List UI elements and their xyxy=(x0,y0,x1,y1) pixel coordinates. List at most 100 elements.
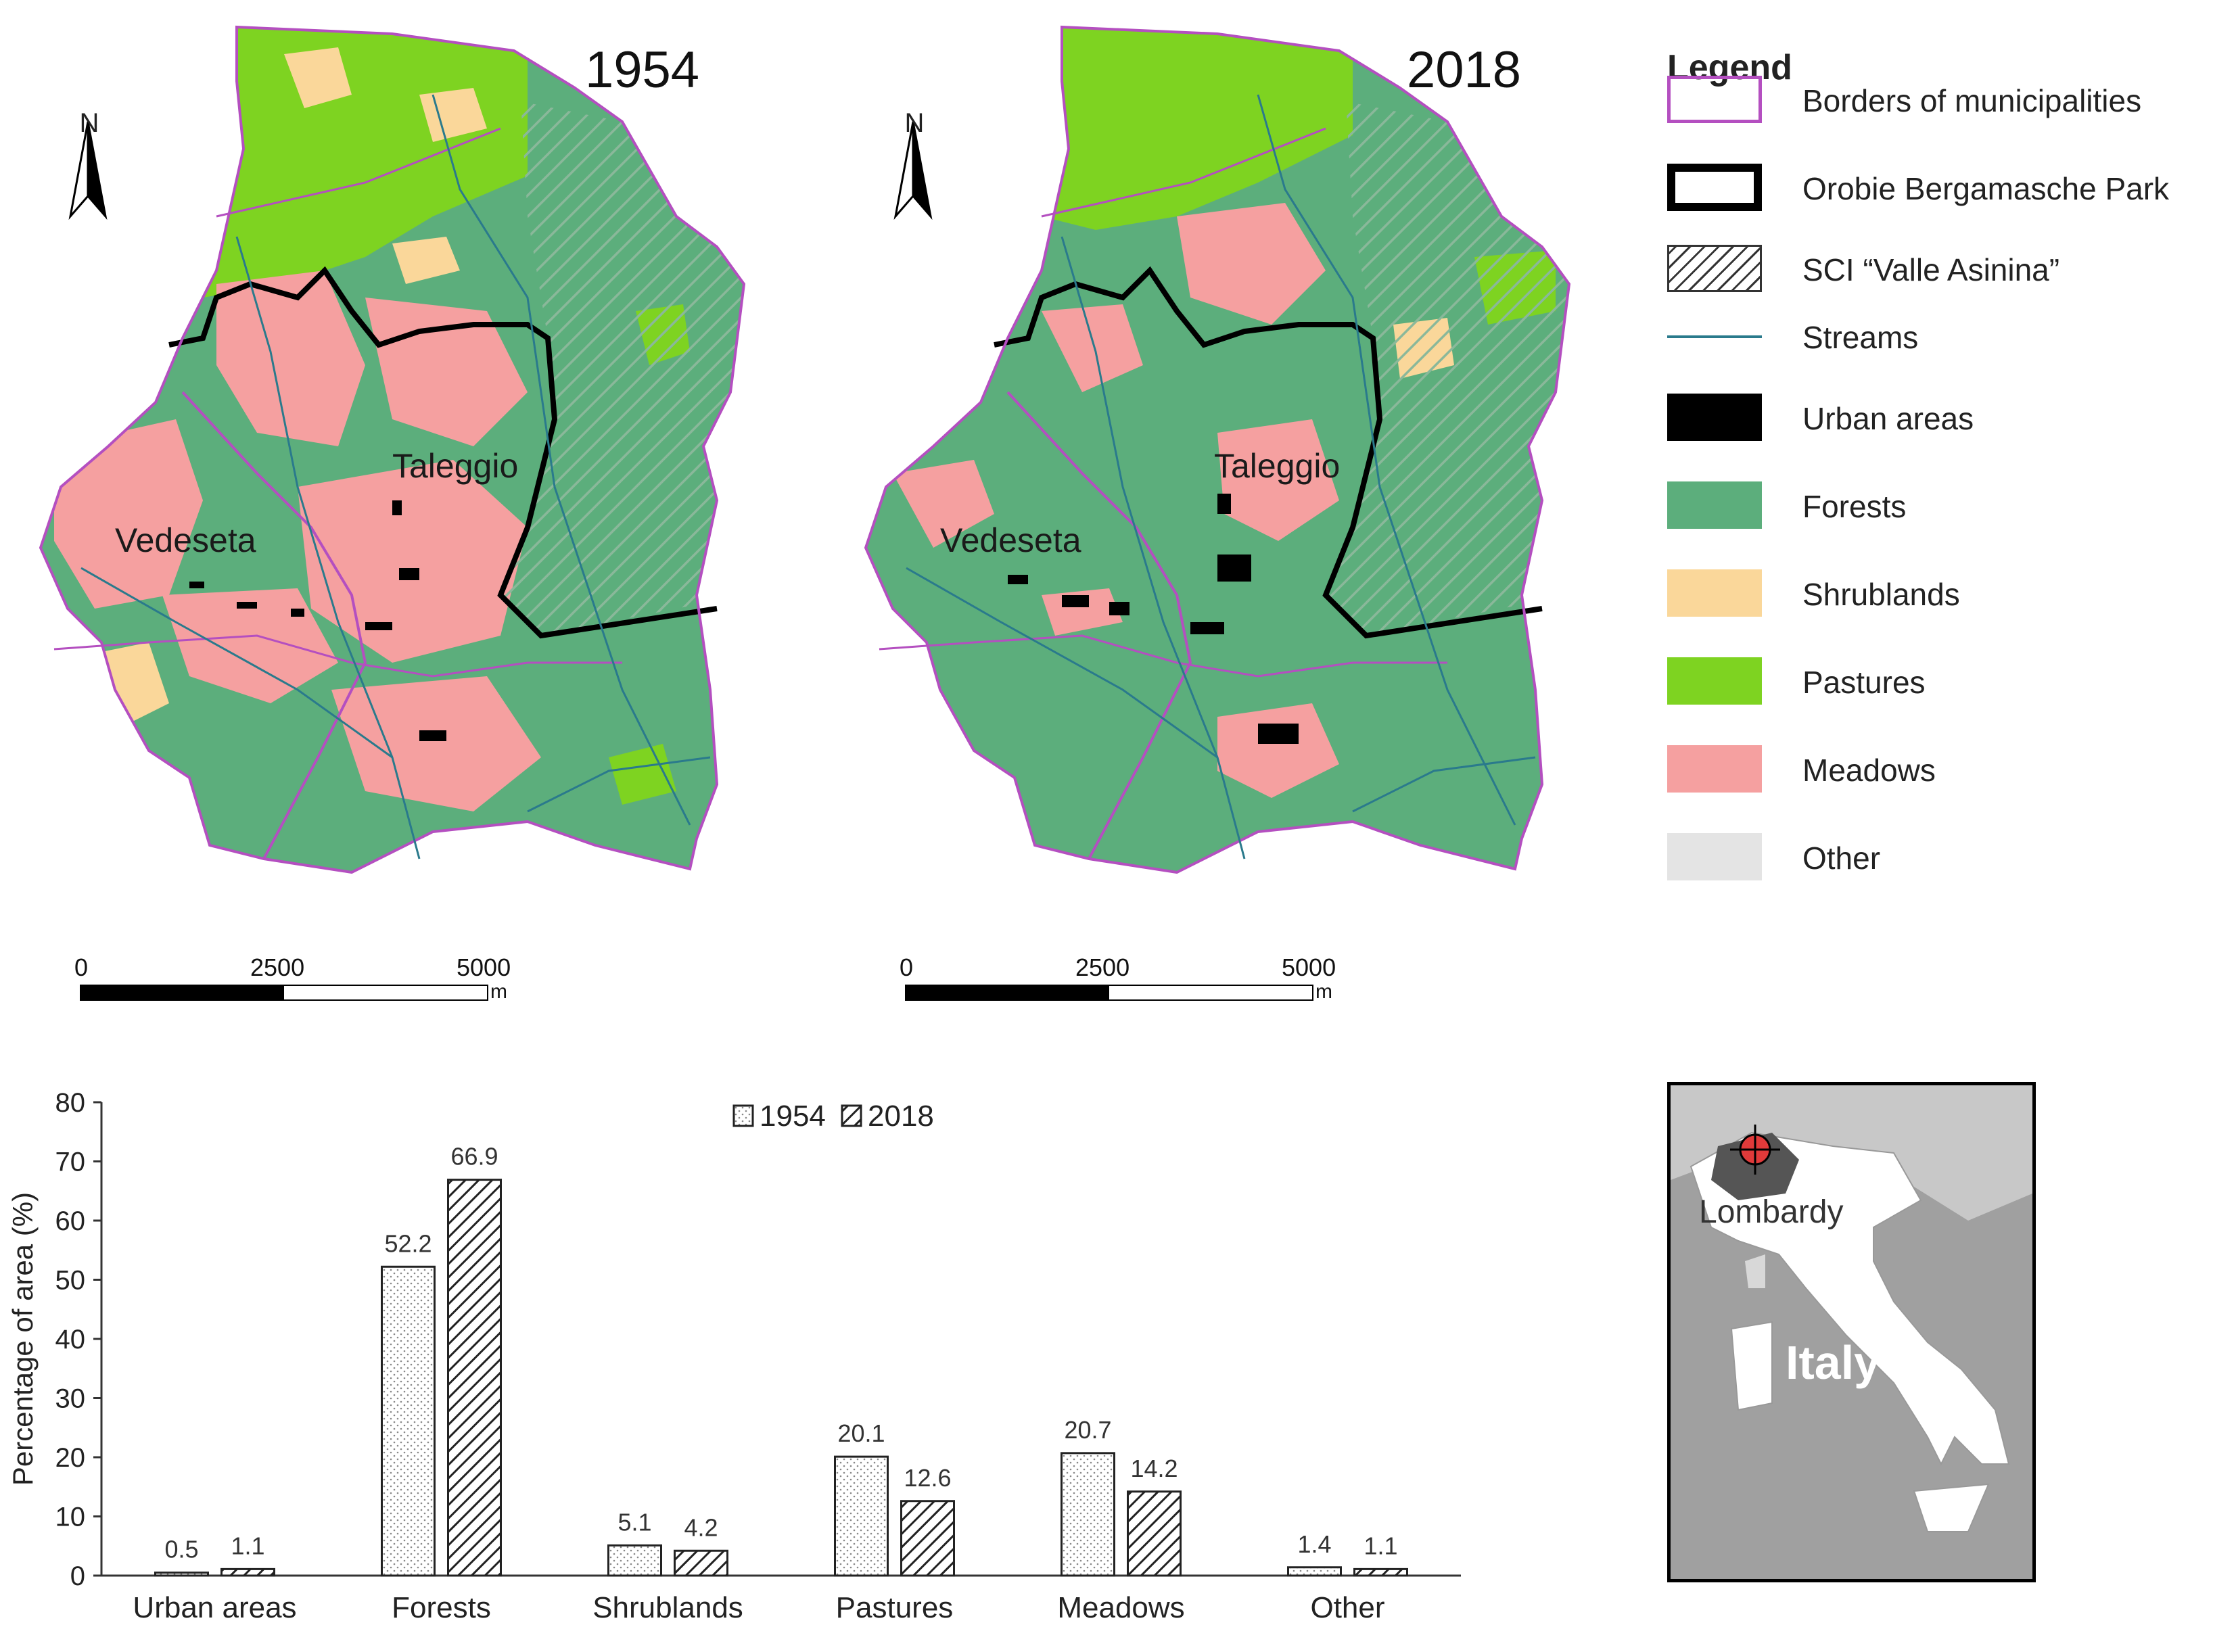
legend-symbol-0 xyxy=(1667,76,1762,123)
legend-label-2: SCI “Valle Asinina” xyxy=(1802,252,2060,287)
legend-label-1: Orobie Bergamasche Park xyxy=(1802,171,2170,206)
data-label: 12.6 xyxy=(904,1464,951,1492)
y-tick-label: 70 xyxy=(55,1148,86,1177)
map-1954-canvas xyxy=(39,25,746,874)
legend-symbol-2 xyxy=(1667,245,1762,292)
data-label: 1.1 xyxy=(1364,1532,1397,1559)
bar-chart: 0 10 20 30 40 50 60 70 80 Percentage of area (%) 0… xyxy=(0,1055,1488,1649)
x-category-label: Urban areas xyxy=(133,1591,296,1624)
bar-2018-urban-areas xyxy=(220,1567,275,1577)
data-label: 5.1 xyxy=(618,1508,651,1536)
legend-label-8: Meadows xyxy=(1802,753,1936,788)
bar-2018-shrublands xyxy=(674,1549,728,1577)
y-tick-label: 60 xyxy=(55,1206,86,1236)
scale-max: 5000 xyxy=(457,953,511,981)
y-tick-label: 50 xyxy=(55,1266,86,1296)
bar-2018-other xyxy=(1353,1567,1408,1577)
y-tick-label: 40 xyxy=(55,1325,86,1354)
bar-2018-forests xyxy=(447,1179,502,1577)
legend-label-9: Other xyxy=(1802,841,1881,876)
data-label: 4.2 xyxy=(684,1513,718,1541)
legend-label-7: Pastures xyxy=(1802,665,1926,700)
legend-symbol-7 xyxy=(1667,657,1762,705)
map-year-label: 2018 xyxy=(1407,41,1522,99)
legend-symbol-9 xyxy=(1667,833,1762,880)
y-tick-label: 20 xyxy=(55,1443,86,1473)
scale-unit: m xyxy=(1315,981,1332,1003)
legend-symbol-3 xyxy=(1667,335,1762,338)
legend-symbol-8 xyxy=(1667,745,1762,793)
bar-1954-forests xyxy=(381,1265,436,1577)
x-category-label: Pastures xyxy=(836,1591,954,1624)
north-label: N xyxy=(904,108,925,138)
legend-label-6: Shrublands xyxy=(1802,577,1960,612)
y-tick-label: 10 xyxy=(55,1503,86,1532)
scale-black-segment xyxy=(905,985,1111,1001)
scale-zero: 0 xyxy=(74,953,89,981)
bar-chart-canvas: 0 10 20 30 40 50 60 70 80 Percentage of area (%) 0… xyxy=(7,1088,1461,1624)
y-tick-label: 80 xyxy=(55,1088,86,1118)
data-label: 1.1 xyxy=(231,1532,264,1559)
legend-symbol-5 xyxy=(1667,481,1762,529)
chart-legend-swatch xyxy=(732,1104,754,1127)
legend-label-4: Urban areas xyxy=(1802,401,1974,436)
legend-symbol-4 xyxy=(1667,394,1762,441)
north-label: N xyxy=(79,108,99,138)
map-2018-canvas xyxy=(864,25,1571,874)
y-axis-title: Percentage of area (%) xyxy=(7,1192,39,1486)
data-label: 52.2 xyxy=(384,1229,432,1257)
inset-map: Lombardy Italy xyxy=(1667,1082,2036,1582)
north-arrow-icon xyxy=(893,121,933,220)
vedeseta-label: Vedeseta xyxy=(940,521,1081,559)
north-arrow-icon xyxy=(68,121,108,220)
legend-symbol-6 xyxy=(1667,569,1762,617)
data-label: 14.2 xyxy=(1130,1455,1178,1482)
scale-white-segment xyxy=(283,985,488,1001)
lombardy-label: Lombardy xyxy=(1699,1194,1844,1230)
scale-black-segment xyxy=(80,985,285,1001)
bar-1954-other xyxy=(1287,1566,1342,1577)
scale-bar-2018: 0 2500 5000 m xyxy=(900,953,1359,1008)
bar-1954-meadows xyxy=(1061,1452,1115,1577)
legend-symbol-1 xyxy=(1667,164,1762,211)
taleggio-label: Taleggio xyxy=(1214,447,1341,485)
x-category-label: Forests xyxy=(392,1591,491,1624)
scale-zero: 0 xyxy=(900,953,914,981)
data-label: 20.7 xyxy=(1064,1416,1111,1444)
scale-bar-1954: 0 2500 5000 m xyxy=(74,953,534,1008)
x-category-label: Shrublands xyxy=(592,1591,743,1624)
data-label: 20.1 xyxy=(837,1419,885,1447)
bar-2018-meadows xyxy=(1127,1490,1182,1577)
legend-label-3: Streams xyxy=(1802,320,1919,355)
data-label: 0.5 xyxy=(164,1536,198,1563)
bar-2018-pastures xyxy=(900,1500,955,1577)
y-tick-label: 0 xyxy=(70,1561,85,1591)
legend: Legend Borders of municipalities Orobie B… xyxy=(1664,41,2205,960)
y-tick-label: 30 xyxy=(55,1384,86,1414)
location-marker-icon xyxy=(1730,1125,1780,1175)
bar-1954-shrublands xyxy=(607,1544,662,1577)
data-label: 1.4 xyxy=(1297,1530,1331,1558)
map-2018: N 2018 Taleggio Vedeseta xyxy=(839,14,1596,893)
scale-mid: 2500 xyxy=(1075,953,1130,981)
map-year-label: 1954 xyxy=(585,41,700,99)
legend-label-5: Forests xyxy=(1802,489,1907,524)
legend-title: Legend xyxy=(1667,48,1792,87)
chart-legend-swatch xyxy=(841,1104,862,1127)
x-category-label: Other xyxy=(1310,1591,1384,1624)
taleggio-label: Taleggio xyxy=(392,447,519,485)
data-label: 66.9 xyxy=(450,1143,498,1171)
inset-map-canvas xyxy=(1671,1085,2032,1579)
bar-1954-urban-areas xyxy=(154,1572,209,1577)
scale-white-segment xyxy=(1108,985,1313,1001)
scale-unit: m xyxy=(490,981,507,1003)
chart-legend-label: 2018 xyxy=(868,1100,934,1133)
map-1954: N 1954 Taleggio Vedeseta xyxy=(14,14,771,893)
bar-1954-pastures xyxy=(834,1455,889,1577)
scale-mid: 2500 xyxy=(250,953,305,981)
x-category-label: Meadows xyxy=(1057,1591,1184,1624)
italy-label: Italy xyxy=(1786,1336,1881,1389)
vedeseta-label: Vedeseta xyxy=(115,521,256,559)
scale-max: 5000 xyxy=(1282,953,1336,981)
chart-legend-label: 1954 xyxy=(760,1100,826,1133)
